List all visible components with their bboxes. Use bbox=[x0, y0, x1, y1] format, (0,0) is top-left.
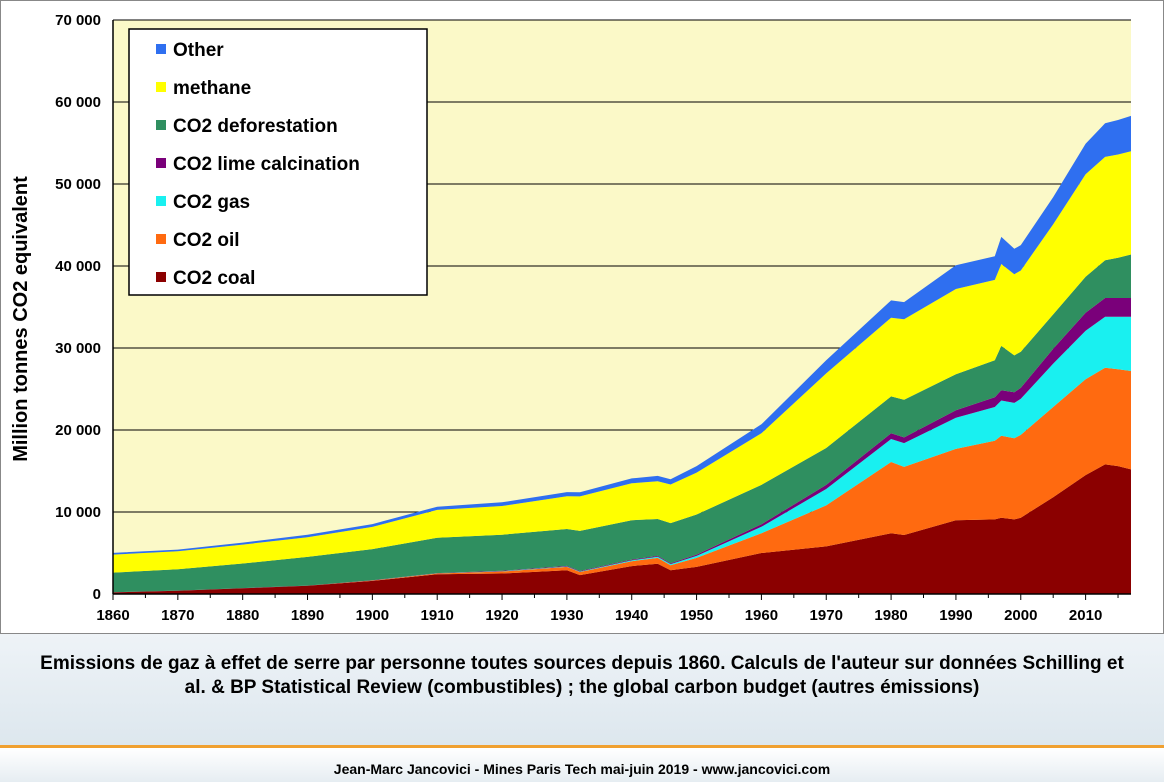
series-area-methane bbox=[113, 151, 1131, 573]
chart-frame: 0 10 000 20 000 30 000 40 000 50 000 60 000 70 … bbox=[0, 0, 1164, 634]
legend-box bbox=[128, 28, 428, 296]
x-tick-label: 1870 bbox=[161, 607, 194, 624]
y-tick-label: 50 000 bbox=[55, 176, 101, 193]
x-tick-label: 1950 bbox=[680, 607, 713, 624]
x-tick-label: 1910 bbox=[421, 607, 454, 624]
y-tick-label: 0 bbox=[93, 586, 101, 603]
legend-label: methane bbox=[173, 78, 251, 99]
x-tick-label: 2000 bbox=[1004, 607, 1037, 624]
y-tick-label: 40 000 bbox=[55, 258, 101, 275]
legend-label: Other bbox=[173, 40, 224, 61]
legend-swatch bbox=[156, 82, 166, 92]
x-tick-label: 1990 bbox=[939, 607, 972, 624]
x-tick-label: 1970 bbox=[810, 607, 843, 624]
chart-caption: Emissions de gaz à effet de serre par pe… bbox=[40, 653, 1124, 698]
legend-label: CO2 lime calcination bbox=[173, 154, 360, 175]
x-tick-label: 1930 bbox=[550, 607, 583, 624]
series-area-co2-oil bbox=[113, 367, 1131, 593]
x-tick-label: 1890 bbox=[291, 607, 324, 624]
x-tick-label: 2010 bbox=[1069, 607, 1102, 624]
stacked-area-chart: 0 10 000 20 000 30 000 40 000 50 000 60 000 70 … bbox=[10, 12, 1131, 624]
x-tick-label: 1860 bbox=[96, 607, 129, 624]
legend-label: CO2 gas bbox=[173, 192, 250, 213]
x-tick-label: 1900 bbox=[356, 607, 389, 624]
legend-label: CO2 coal bbox=[173, 268, 255, 289]
series-area-co2-coal bbox=[113, 464, 1131, 594]
footer-credit: Jean-Marc Jancovici - Mines Paris Tech m… bbox=[333, 761, 831, 777]
legend-swatch bbox=[156, 234, 166, 244]
y-tick-label: 20 000 bbox=[55, 422, 101, 439]
y-tick-label: 70 000 bbox=[55, 12, 101, 29]
y-tick-label: 10 000 bbox=[55, 504, 101, 521]
x-tick-label: 1960 bbox=[745, 607, 778, 624]
series-area-co2-deforestation bbox=[113, 254, 1131, 593]
series-area-co2-gas bbox=[113, 316, 1131, 593]
x-tick-label: 1920 bbox=[485, 607, 518, 624]
caption-band: Emissions de gaz à effet de serre par pe… bbox=[0, 634, 1164, 748]
x-tick-label: 1940 bbox=[615, 607, 648, 624]
legend-swatch bbox=[156, 120, 166, 130]
y-tick-label: 60 000 bbox=[55, 94, 101, 111]
footer-band: Jean-Marc Jancovici - Mines Paris Tech m… bbox=[0, 748, 1164, 782]
y-tick-label: 30 000 bbox=[55, 340, 101, 357]
x-tick-label: 1880 bbox=[226, 607, 259, 624]
legend-swatch bbox=[156, 158, 166, 168]
legend-swatch bbox=[156, 44, 166, 54]
legend-swatch bbox=[156, 272, 166, 282]
legend-label: CO2 deforestation bbox=[173, 116, 338, 137]
x-tick-label: 1980 bbox=[874, 607, 907, 624]
legend-label: CO2 oil bbox=[173, 230, 240, 251]
y-axis-label: Million tonnes CO2 equivalent bbox=[10, 176, 32, 462]
legend-swatch bbox=[156, 196, 166, 206]
